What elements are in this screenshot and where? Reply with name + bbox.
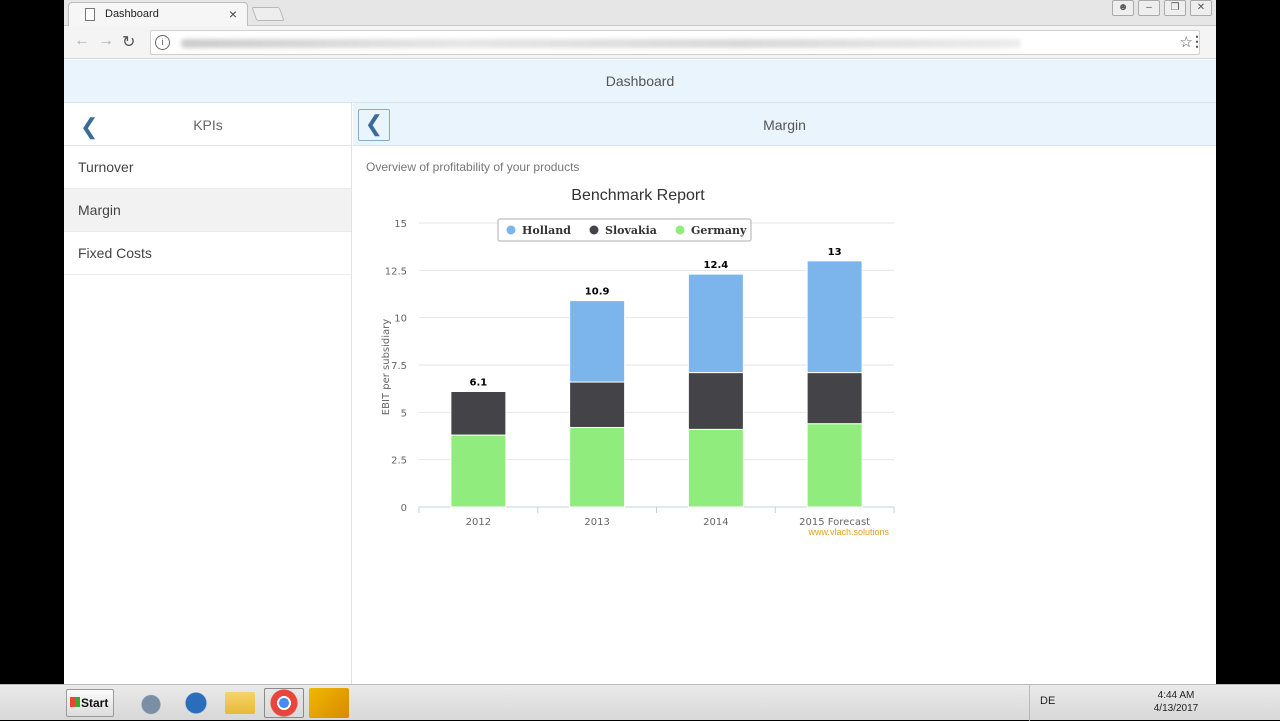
legend-label-germany: Germany: [691, 224, 747, 237]
browser-toolbar: ← → ↻ i ☆ ⋮: [64, 26, 1216, 59]
chart-bars: [450, 260, 863, 508]
tab-close-icon[interactable]: ×: [228, 6, 237, 22]
legend-label-holland: Holland: [522, 224, 571, 237]
x-tick-label: 2012: [466, 517, 491, 528]
app-header: Dashboard: [64, 60, 1216, 103]
restore-button[interactable]: ❐: [1164, 0, 1186, 16]
bookmark-star-icon[interactable]: ☆: [1179, 34, 1193, 51]
data-label-total: 6.1: [470, 378, 488, 389]
bar-holland: [569, 300, 626, 383]
address-bar[interactable]: i ☆: [150, 30, 1200, 55]
user-icon[interactable]: ☻: [1112, 0, 1134, 16]
bar-germany: [450, 434, 507, 508]
x-tick-label: 2015 Forecast: [799, 517, 870, 528]
x-tick-label: 2013: [584, 517, 609, 528]
y-tick-label: 2.5: [391, 456, 407, 467]
browser-tab[interactable]: Dashboard ×: [68, 2, 248, 26]
legend-marker-germany: [675, 225, 685, 235]
chrome-icon[interactable]: [264, 688, 304, 718]
system-tray: DE 4:44 AM 4/13/2017: [1029, 685, 1280, 721]
detail-description: Overview of profitability of your produc…: [366, 160, 580, 174]
detail-back-button[interactable]: ❮: [358, 109, 390, 141]
bar-slovakia: [569, 381, 626, 428]
y-tick-label: 7.5: [391, 361, 407, 372]
data-label-total: 12.4: [704, 260, 729, 271]
chart-title: Benchmark Report: [571, 187, 705, 204]
bar-slovakia: [806, 372, 863, 425]
back-arrow-icon[interactable]: ←: [74, 32, 90, 49]
list-item-fixed-costs[interactable]: Fixed Costs: [64, 232, 351, 275]
server-manager-icon[interactable]: [131, 688, 171, 718]
tab-title: Dashboard: [105, 8, 159, 20]
new-tab-button[interactable]: [251, 7, 285, 21]
y-tick-label: 10: [394, 314, 407, 325]
chart-data-labels: 6.1 10.9 12.4 13: [470, 247, 842, 389]
browser-menu-icon[interactable]: ⋮: [1190, 33, 1204, 49]
y-axis-label: EBIT per subsidiary: [381, 319, 392, 415]
start-button[interactable]: Start: [66, 689, 114, 717]
detail-header: ❮ Margin: [353, 103, 1216, 146]
forward-arrow-icon[interactable]: →: [98, 32, 114, 49]
page-icon: [85, 8, 95, 21]
bar-germany: [569, 426, 626, 508]
blurred-url: [181, 39, 1021, 48]
bar-holland: [806, 260, 863, 374]
y-tick-label: 5: [401, 408, 407, 419]
bar-holland: [687, 273, 744, 374]
detail-pane: ❮ Margin Overview of profitability of yo…: [353, 103, 1216, 684]
data-label-total: 10.9: [585, 287, 610, 298]
y-tick-label: 15: [394, 219, 407, 230]
chart-legend[interactable]: Holland Slovakia Germany: [497, 218, 752, 242]
clock[interactable]: 4:44 AM 4/13/2017: [1146, 689, 1206, 715]
windows-taskbar: Start DE 4:44 AM 4/13/2017: [0, 684, 1280, 721]
powershell-icon[interactable]: [176, 688, 216, 718]
language-indicator[interactable]: DE: [1040, 695, 1056, 707]
minimize-button[interactable]: –: [1138, 0, 1160, 16]
data-label-total: 13: [828, 247, 842, 258]
master-header: ❮ KPIs: [64, 103, 351, 146]
legend-marker-slovakia: [589, 225, 599, 235]
benchmark-chart: Benchmark Report 0 2.5 5 7.5 10 12.5 15 2012 201…: [381, 187, 895, 537]
app-icon[interactable]: [309, 688, 349, 718]
legend-label-slovakia: Slovakia: [605, 224, 657, 237]
master-list: ❮ KPIs Turnover Margin Fixed Costs: [64, 103, 352, 684]
bar-slovakia: [450, 391, 507, 436]
bar-germany: [687, 428, 744, 508]
legend-marker-holland: [506, 225, 516, 235]
window-controls: ☻ – ❐ ✕: [1112, 0, 1212, 18]
chart-credits[interactable]: www.vlach.solutions: [807, 527, 889, 537]
chevron-left-icon[interactable]: ❮: [80, 114, 99, 139]
reload-icon[interactable]: ↻: [122, 34, 136, 51]
app-title: Dashboard: [605, 73, 675, 89]
list-item-turnover[interactable]: Turnover: [64, 146, 351, 189]
y-tick-label: 12.5: [385, 266, 407, 277]
detail-title: Margin: [763, 117, 806, 133]
master-title: KPIs: [193, 117, 223, 133]
bar-germany: [806, 423, 863, 508]
clock-date: 4/13/2017: [1153, 703, 1199, 714]
y-tick-label: 0: [401, 503, 407, 514]
tab-strip: Dashboard × ☻ – ❐ ✕: [64, 0, 1216, 26]
list-item-margin[interactable]: Margin: [64, 189, 351, 232]
file-explorer-icon[interactable]: [225, 692, 255, 714]
x-tick-label: 2014: [703, 517, 728, 528]
windows-flag-icon: [70, 697, 80, 707]
legend-box: [497, 218, 752, 242]
info-icon[interactable]: i: [155, 35, 170, 50]
bar-slovakia: [687, 372, 744, 430]
chart-axes: 0 2.5 5 7.5 10 12.5 15 2012 2013 2014 2015 Forecas…: [385, 219, 895, 528]
browser-window: Dashboard × ☻ – ❐ ✕ ← → ↻ i ☆ ⋮ Dashboar…: [64, 0, 1216, 684]
close-window-button[interactable]: ✕: [1190, 0, 1212, 16]
clock-time: 4:44 AM: [1157, 690, 1195, 701]
